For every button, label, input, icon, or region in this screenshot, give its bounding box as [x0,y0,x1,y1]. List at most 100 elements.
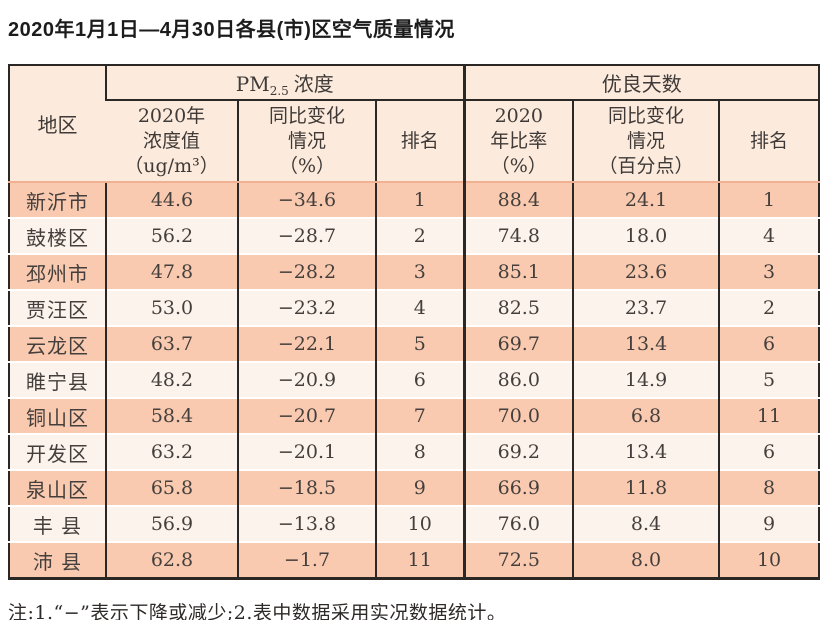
col-header-pm-value: 2020年 浓度值 （ug/m³） [106,100,238,183]
cell-pm-change: −28.7 [237,217,376,254]
cell-pm-change: −23.2 [237,289,376,326]
cell-region: 云龙区 [9,325,106,362]
table-row: 开发区 63.2 −20.1 8 69.2 13.4 6 [9,433,820,470]
cell-pm-change: −18.5 [237,469,376,506]
cell-pm-change: −20.1 [237,433,376,470]
cell-gd-rank: 4 [718,217,820,254]
cell-pm-rank: 8 [374,433,465,470]
cell-pm-value: 63.7 [105,325,238,362]
cell-gd-ratio: 66.9 [462,469,574,506]
cell-gd-rank: 6 [718,325,820,362]
pm25-suffix: 浓度 [293,71,334,96]
cell-region: 丰 县 [9,505,106,542]
cell-region: 新沂市 [9,182,106,218]
cell-pm-rank: 10 [374,505,465,542]
cell-gd-change: 24.1 [572,182,720,218]
cell-gd-rank: 9 [718,505,820,542]
cell-pm-value: 62.8 [105,541,238,579]
cell-gd-rank: 2 [718,289,820,326]
group-header-row: 地区 PM2.5 浓度 优良天数 [9,65,820,183]
cell-pm-rank: 9 [374,469,465,506]
cell-gd-rank: 10 [718,541,820,579]
col-header-region: 地区 [9,65,106,183]
group-header-good-days: 优良天数 [462,65,820,101]
cell-pm-rank: 6 [374,361,465,398]
cell-pm-rank: 4 [374,289,465,326]
pm25-subscript: 2.5 [269,83,289,98]
cell-gd-change: 6.8 [572,397,720,434]
table-row: 新沂市 44.6 −34.6 1 88.4 24.1 1 [9,182,820,218]
cell-gd-ratio: 88.4 [462,182,574,218]
col-header-pm-change: 同比变化 情况 （%） [237,100,376,183]
sub-header-row: 2020年 浓度值 （ug/m³） 同比变化 情况 （%） 排名 2020 年比… [9,100,820,183]
cell-gd-change: 8.4 [572,505,720,542]
cell-pm-rank: 7 [374,397,465,434]
cell-pm-value: 53.0 [105,289,238,326]
cell-region: 邳州市 [9,253,106,290]
cell-gd-rank: 1 [718,182,820,218]
cell-gd-rank: 3 [718,253,820,290]
cell-gd-ratio: 76.0 [462,505,574,542]
cell-pm-change: −22.1 [237,325,376,362]
table-row: 贾汪区 53.0 −23.2 4 82.5 23.7 2 [9,289,820,326]
cell-region: 泉山区 [9,469,106,506]
table-row: 沛 县 62.8 −1.7 11 72.5 8.0 10 [9,541,820,579]
cell-pm-rank: 1 [374,182,465,218]
cell-gd-change: 23.6 [572,253,720,290]
table-row: 鼓楼区 56.2 −28.7 2 74.8 18.0 4 [9,217,820,254]
cell-pm-value: 44.6 [105,182,238,218]
cell-pm-value: 56.9 [105,505,238,542]
cell-gd-ratio: 85.1 [462,253,574,290]
cell-pm-value: 63.2 [105,433,238,470]
table-row: 云龙区 63.7 −22.1 5 69.7 13.4 6 [9,325,820,362]
col-header-pm-rank: 排名 [374,100,465,183]
cell-gd-change: 11.8 [572,469,720,506]
col-header-gd-ratio: 2020 年比率 （%） [462,100,574,183]
pm25-prefix: PM [235,71,270,96]
cell-pm-value: 47.8 [105,253,238,290]
table-row: 邳州市 47.8 −28.2 3 85.1 23.6 3 [9,253,820,290]
cell-gd-change: 23.7 [572,289,720,326]
cell-region: 贾汪区 [9,289,106,326]
cell-gd-ratio: 82.5 [462,289,574,326]
cell-pm-rank: 2 [374,217,465,254]
cell-pm-change: −20.7 [237,397,376,434]
group-header-pm25: PM2.5 浓度 [104,65,465,101]
col-header-gd-rank: 排名 [718,100,820,183]
table-row: 睢宁县 48.2 −20.9 6 86.0 14.9 5 [9,361,820,398]
cell-pm-value: 56.2 [105,217,238,254]
cell-pm-change: −34.6 [237,182,376,218]
page-title: 2020年1月1日—4月30日各县(市)区空气质量情况 [8,19,455,41]
table-row: 丰 县 56.9 −13.8 10 76.0 8.4 9 [9,505,820,542]
cell-gd-rank: 11 [718,397,820,434]
cell-gd-change: 18.0 [572,217,720,254]
table-body: 新沂市 44.6 −34.6 1 88.4 24.1 1 鼓楼区 56.2 −28.7 2 74.8 1… [9,182,820,579]
cell-pm-change: −1.7 [237,541,376,579]
cell-region: 开发区 [9,433,106,470]
col-header-gd-change: 同比变化 情况 （百分点） [572,100,720,183]
cell-pm-change: −20.9 [237,361,376,398]
table-row: 泉山区 65.8 −18.5 9 66.9 11.8 8 [9,469,820,506]
cell-gd-ratio: 74.8 [462,217,574,254]
cell-gd-rank: 8 [718,469,820,506]
cell-gd-change: 14.9 [572,361,720,398]
cell-gd-rank: 5 [718,361,820,398]
cell-pm-rank: 11 [374,541,465,579]
cell-pm-rank: 3 [374,253,465,290]
cell-gd-change: 13.4 [572,325,720,362]
air-quality-table: 地区 PM2.5 浓度 优良天数 2020年 浓度值 （ug/m³） 同比变化 情… [8,64,821,580]
footnote: 注:1.“−”表示下降或减少;2.表中数据采用实况数据统计。 [8,602,507,620]
cell-pm-change: −13.8 [237,505,376,542]
cell-gd-ratio: 70.0 [462,397,574,434]
cell-pm-value: 58.4 [105,397,238,434]
cell-gd-ratio: 69.2 [462,433,574,470]
cell-pm-change: −28.2 [237,253,376,290]
cell-gd-change: 8.0 [572,541,720,579]
cell-pm-value: 48.2 [105,361,238,398]
cell-gd-ratio: 72.5 [462,541,574,579]
cell-region: 铜山区 [9,397,106,434]
cell-region: 睢宁县 [9,361,106,398]
cell-pm-value: 65.8 [105,469,238,506]
cell-gd-change: 13.4 [572,433,720,470]
